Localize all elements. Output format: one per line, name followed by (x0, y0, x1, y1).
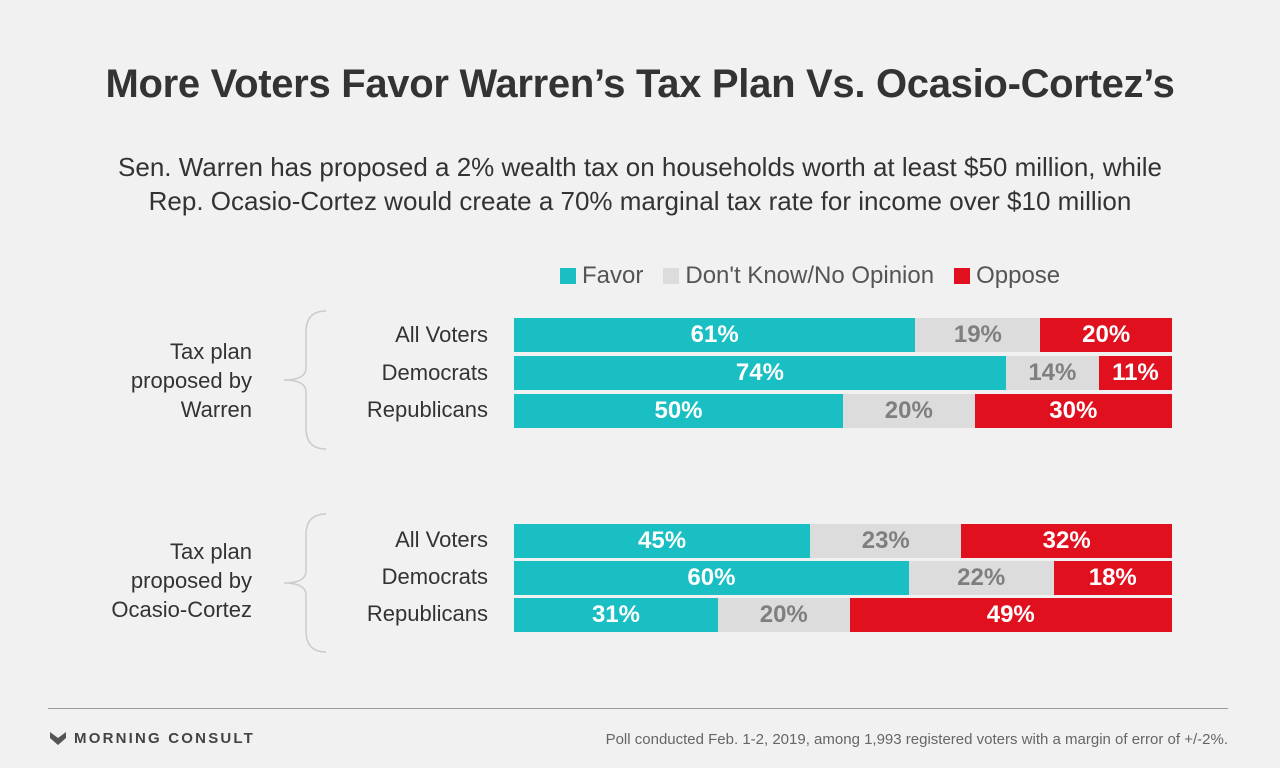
bar-segment-oppose: 30% (974, 394, 1172, 428)
legend-item-oppose: Oppose (954, 262, 1060, 290)
bar-segment-dont-know: 20% (843, 394, 975, 428)
data-label: 31% (591, 601, 640, 628)
row-label: All Voters (395, 322, 488, 347)
row-label: Republicans (366, 601, 488, 626)
bar-segment-favor: 61% (514, 318, 916, 352)
group-bracket-ocasio-cortez (283, 513, 327, 653)
data-label: 19% (953, 321, 1002, 348)
subtitle-line-2: Rep. Ocasio-Cortez would create a 70% ma… (148, 186, 1132, 216)
legend-swatch-dont-know (663, 268, 680, 284)
chart-legend: Favor Don't Know/No Opinion Oppose (560, 262, 1080, 290)
data-label: 11% (1112, 359, 1159, 386)
bar-segment-oppose: 32% (961, 524, 1172, 558)
data-label: 49% (986, 601, 1035, 628)
bar-row: 61% 19% 20% (514, 318, 1172, 352)
bar-segment-oppose: 49% (849, 598, 1172, 632)
group-label-line: Warren (180, 397, 252, 422)
legend-label-favor: Favor (582, 262, 644, 289)
data-label: 30% (1049, 397, 1098, 424)
group-label-line: Tax plan (170, 539, 252, 564)
row-label: Democrats (381, 360, 488, 385)
bar-row: 31% 20% 49% (514, 598, 1172, 632)
legend-label-oppose: Oppose (976, 262, 1061, 289)
chart-subtitle: Sen. Warren has proposed a 2% wealth tax… (40, 150, 1240, 218)
data-label: 20% (884, 397, 933, 424)
bar-segment-favor: 74% (514, 356, 1006, 390)
bar-segment-favor: 50% (514, 394, 843, 428)
row-label: Republicans (366, 397, 488, 422)
data-label: 20% (1082, 321, 1131, 348)
bar-segment-oppose: 11% (1098, 356, 1172, 390)
bar-segment-dont-know: 20% (717, 598, 850, 632)
data-label: 14% (1028, 359, 1077, 386)
data-label: 23% (861, 527, 910, 554)
data-label: 74% (735, 359, 784, 386)
brand: MORNING CONSULT (50, 730, 255, 747)
data-label: 50% (654, 397, 703, 424)
data-label: 18% (1088, 564, 1137, 591)
bar-segment-favor: 60% (514, 561, 909, 595)
bar-segment-favor: 45% (514, 524, 811, 558)
data-label: 45% (638, 527, 687, 554)
bar-row: 74% 14% 11% (514, 356, 1172, 390)
legend-item-dont-know: Don't Know/No Opinion (663, 262, 934, 290)
bar-row: 50% 20% 30% (514, 394, 1172, 428)
data-label: 61% (690, 321, 739, 348)
row-label: Democrats (381, 564, 488, 589)
data-label: 60% (687, 564, 736, 591)
bar-row: 45% 23% 32% (514, 524, 1172, 558)
bar-segment-oppose: 20% (1040, 318, 1172, 352)
data-label: 20% (759, 601, 808, 628)
row-label: All Voters (395, 527, 488, 552)
group-label-ocasio-cortez: Tax plan proposed by Ocasio-Cortez (60, 537, 252, 624)
legend-swatch-oppose (954, 268, 971, 284)
bar-segment-dont-know: 14% (1005, 356, 1099, 390)
bar-segment-dont-know: 19% (915, 318, 1041, 352)
group-label-line: Tax plan (170, 339, 252, 364)
bar-segment-dont-know: 22% (908, 561, 1054, 595)
data-label: 32% (1042, 527, 1091, 554)
group-label-line: Ocasio-Cortez (111, 597, 252, 622)
group-label-line: proposed by (130, 568, 252, 593)
morning-consult-logo-icon (50, 731, 66, 745)
data-label: 22% (957, 564, 1006, 591)
legend-item-favor: Favor (560, 262, 643, 290)
subtitle-line-1: Sen. Warren has proposed a 2% wealth tax… (118, 152, 1162, 182)
source-note: Poll conducted Feb. 1-2, 2019, among 1,9… (605, 731, 1228, 748)
group-bracket-warren (283, 310, 327, 450)
bar-segment-dont-know: 23% (810, 524, 962, 558)
bar-segment-oppose: 18% (1053, 561, 1172, 595)
brand-name: MORNING CONSULT (74, 730, 256, 747)
group-label-line: proposed by (130, 368, 252, 393)
bar-row: 60% 22% 18% (514, 561, 1172, 595)
chart-title: More Voters Favor Warren’s Tax Plan Vs. … (105, 62, 1175, 106)
legend-swatch-favor (560, 268, 576, 284)
bar-segment-favor: 31% (514, 598, 718, 632)
legend-label-dont-know: Don't Know/No Opinion (685, 262, 935, 289)
footer-divider (48, 708, 1228, 709)
group-label-warren: Tax plan proposed by Warren (60, 337, 252, 424)
